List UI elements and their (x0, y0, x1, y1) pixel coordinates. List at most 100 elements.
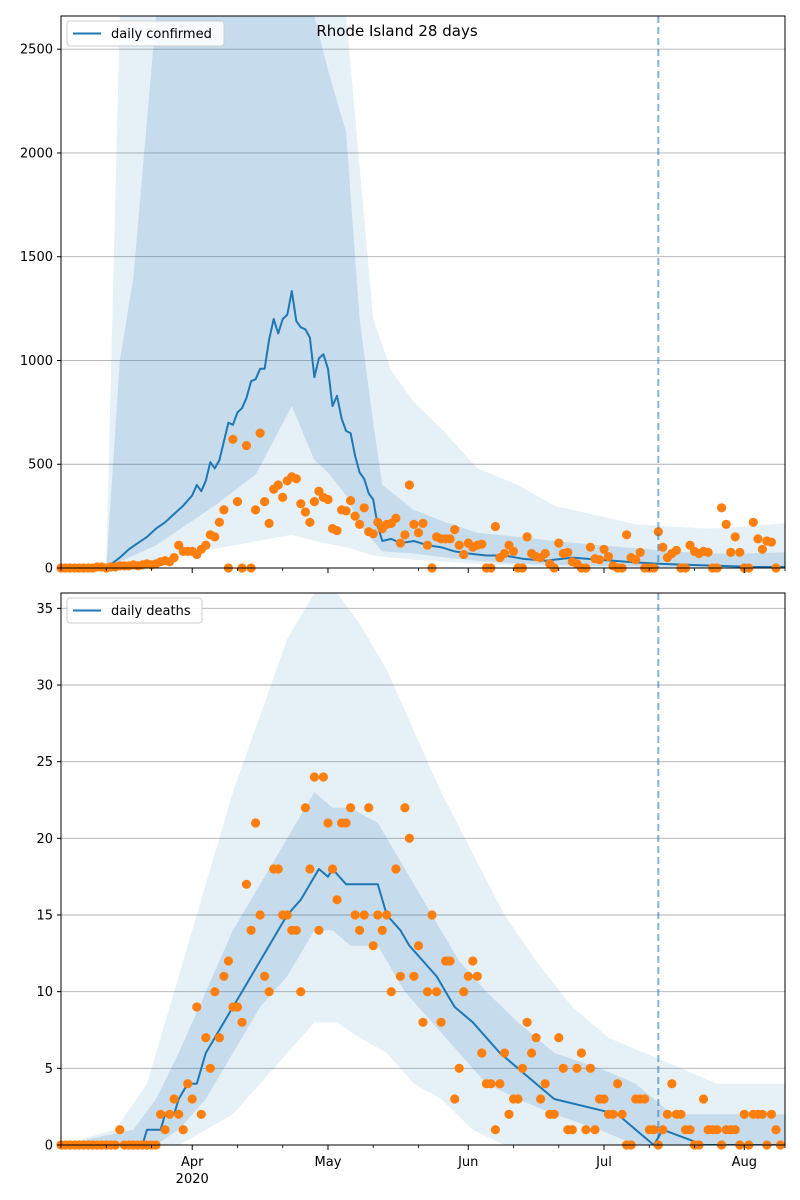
data-point (422, 540, 433, 550)
data-point (540, 1079, 550, 1089)
data-point (572, 1063, 582, 1073)
data-point (712, 1125, 722, 1135)
data-point (757, 1109, 768, 1119)
data-point (554, 1033, 564, 1043)
legend-box (66, 597, 203, 624)
data-point (382, 910, 392, 920)
data-point (658, 542, 668, 552)
data-point (730, 1125, 740, 1135)
data-point (314, 925, 324, 935)
data-point (368, 941, 378, 951)
data-point (359, 503, 369, 513)
data-point (305, 517, 315, 527)
data-point (730, 532, 740, 542)
data-point (472, 971, 482, 981)
data-point (499, 548, 510, 559)
y-tick-label: 2500 (20, 43, 53, 58)
data-point (377, 925, 387, 935)
y-tick-label: 5 (45, 1062, 53, 1077)
data-point (658, 1125, 668, 1135)
data-point (653, 527, 663, 537)
data-point (391, 513, 401, 523)
data-point (676, 1109, 686, 1119)
data-point (355, 925, 365, 935)
data-point (409, 971, 419, 981)
uncertainty-band-inner (61, 792, 785, 1145)
data-point (771, 1125, 781, 1135)
data-point (305, 864, 315, 874)
legend: daily deaths (66, 597, 203, 624)
data-point (165, 1109, 175, 1119)
y-tick-label: 30 (36, 679, 53, 694)
data-point (671, 545, 682, 556)
data-point (522, 1017, 532, 1027)
data-point (232, 1002, 243, 1012)
data-point (282, 910, 292, 920)
data-point (291, 925, 301, 935)
data-point (418, 1017, 428, 1027)
data-point (373, 910, 383, 920)
axes-frame (60, 592, 786, 1146)
data-point (332, 526, 342, 536)
data-point (477, 539, 487, 549)
data-point (192, 1002, 202, 1012)
data-point (459, 549, 469, 560)
data-point (309, 497, 319, 507)
x-tick-label: Jun (457, 1155, 478, 1170)
data-point (115, 1125, 125, 1135)
data-point (178, 1125, 188, 1135)
data-point (581, 1125, 591, 1135)
data-point (748, 517, 758, 527)
data-point (187, 1094, 197, 1104)
data-point (251, 505, 261, 515)
data-point (608, 1109, 618, 1119)
data-point (549, 1109, 559, 1119)
data-point (395, 538, 405, 548)
y-tick-label: 25 (36, 755, 53, 770)
data-point (156, 1109, 166, 1119)
data-point (703, 547, 713, 558)
data-point (300, 803, 310, 813)
data-point (196, 1109, 206, 1119)
data-point (327, 864, 338, 874)
legend-label: daily confirmed (111, 27, 212, 42)
data-point (400, 803, 410, 813)
data-point (255, 428, 265, 438)
uncertainty-band-inner (61, 16, 785, 568)
data-point (400, 530, 410, 540)
data-point (346, 803, 356, 813)
data-point (296, 987, 306, 997)
data-point (418, 518, 428, 529)
data-point (296, 499, 306, 509)
data-point (517, 1063, 528, 1073)
data-point (721, 519, 731, 530)
data-point (662, 1109, 673, 1119)
data-point (251, 818, 261, 828)
y-tick-label: 0 (45, 1139, 53, 1154)
data-point (291, 474, 301, 484)
data-point (219, 971, 229, 981)
data-point (554, 538, 564, 548)
y-tick-label: 500 (28, 458, 53, 473)
series-line (61, 290, 785, 568)
data-point (540, 548, 550, 559)
data-point (432, 987, 442, 997)
data-point (486, 1079, 496, 1089)
data-point (450, 1094, 460, 1104)
uncertainty-band-outer (61, 16, 785, 568)
data-point (590, 1125, 600, 1135)
data-point (685, 1125, 695, 1135)
data-point (698, 1094, 709, 1104)
data-point (404, 833, 414, 843)
data-point (599, 1094, 609, 1104)
data-point (490, 521, 500, 532)
data-point (585, 1063, 596, 1073)
data-point (640, 1094, 650, 1104)
data-point (536, 1094, 546, 1104)
data-point (404, 480, 414, 490)
data-point (219, 505, 229, 515)
data-point (169, 553, 179, 563)
y-tick-label: 1000 (20, 354, 53, 369)
data-point (567, 1125, 577, 1135)
